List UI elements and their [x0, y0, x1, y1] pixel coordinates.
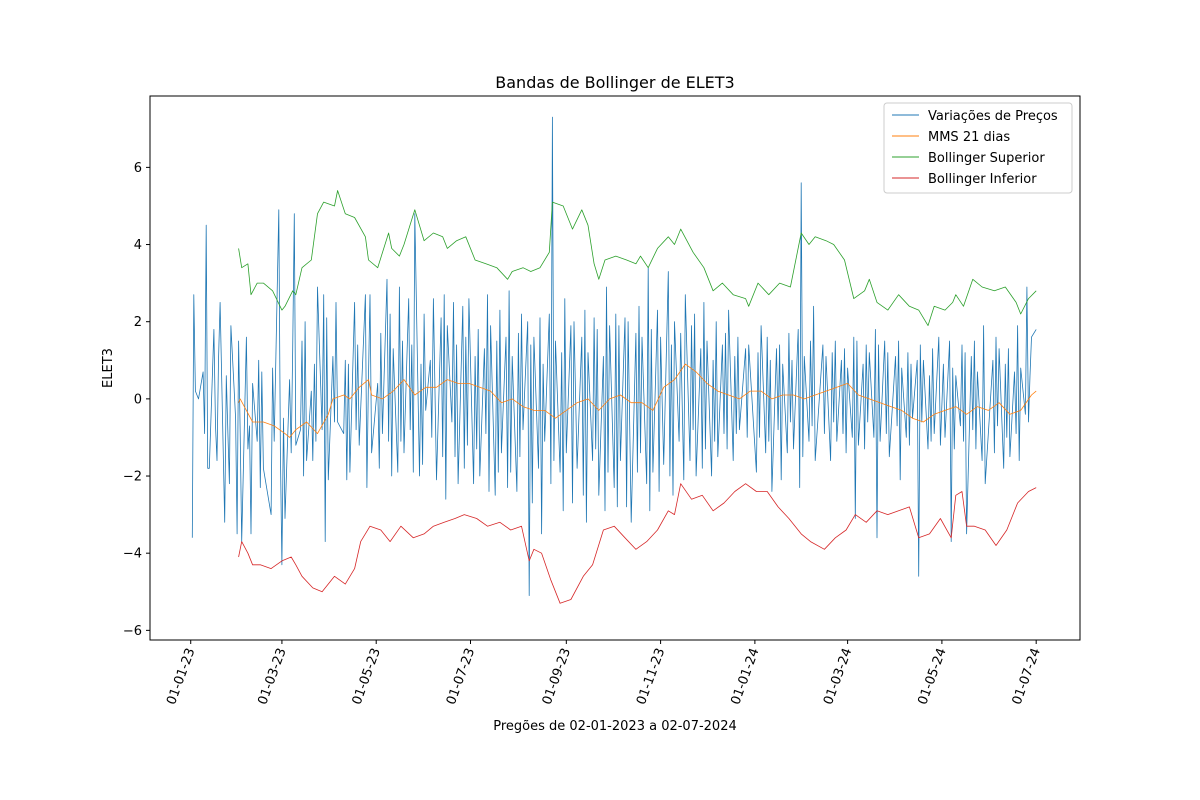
- chart-title: Bandas de Bollinger de ELET3: [495, 73, 734, 92]
- y-tick-label: 4: [134, 238, 142, 253]
- y-tick-label: −2: [123, 470, 142, 485]
- y-tick-label: 2: [134, 315, 142, 330]
- series-line-1: [238, 363, 1037, 438]
- plot-area: [191, 116, 1037, 604]
- series-line-2: [238, 190, 1037, 326]
- y-tick-label: −4: [123, 547, 142, 562]
- legend-label-2: Bollinger Superior: [928, 151, 1045, 166]
- x-axis-label: Pregões de 02-01-2023 a 02-07-2024: [493, 719, 737, 734]
- series-line-3: [238, 483, 1037, 604]
- legend-label-1: MMS 21 dias: [928, 130, 1010, 145]
- y-tick-label: −6: [123, 624, 142, 639]
- legend-label-3: Bollinger Inferior: [928, 172, 1037, 187]
- legend: Variações de Preços MMS 21 dias Bollinger …: [883, 102, 1073, 194]
- series-line-0: [191, 116, 1037, 596]
- y-tick-label: 0: [134, 392, 142, 407]
- y-axis-label: ELET3: [101, 348, 116, 388]
- legend-box: [883, 102, 1073, 194]
- plot-frame: [149, 95, 1081, 641]
- y-tick-label: 6: [134, 161, 142, 176]
- legend-label-0: Variações de Preços: [928, 109, 1058, 124]
